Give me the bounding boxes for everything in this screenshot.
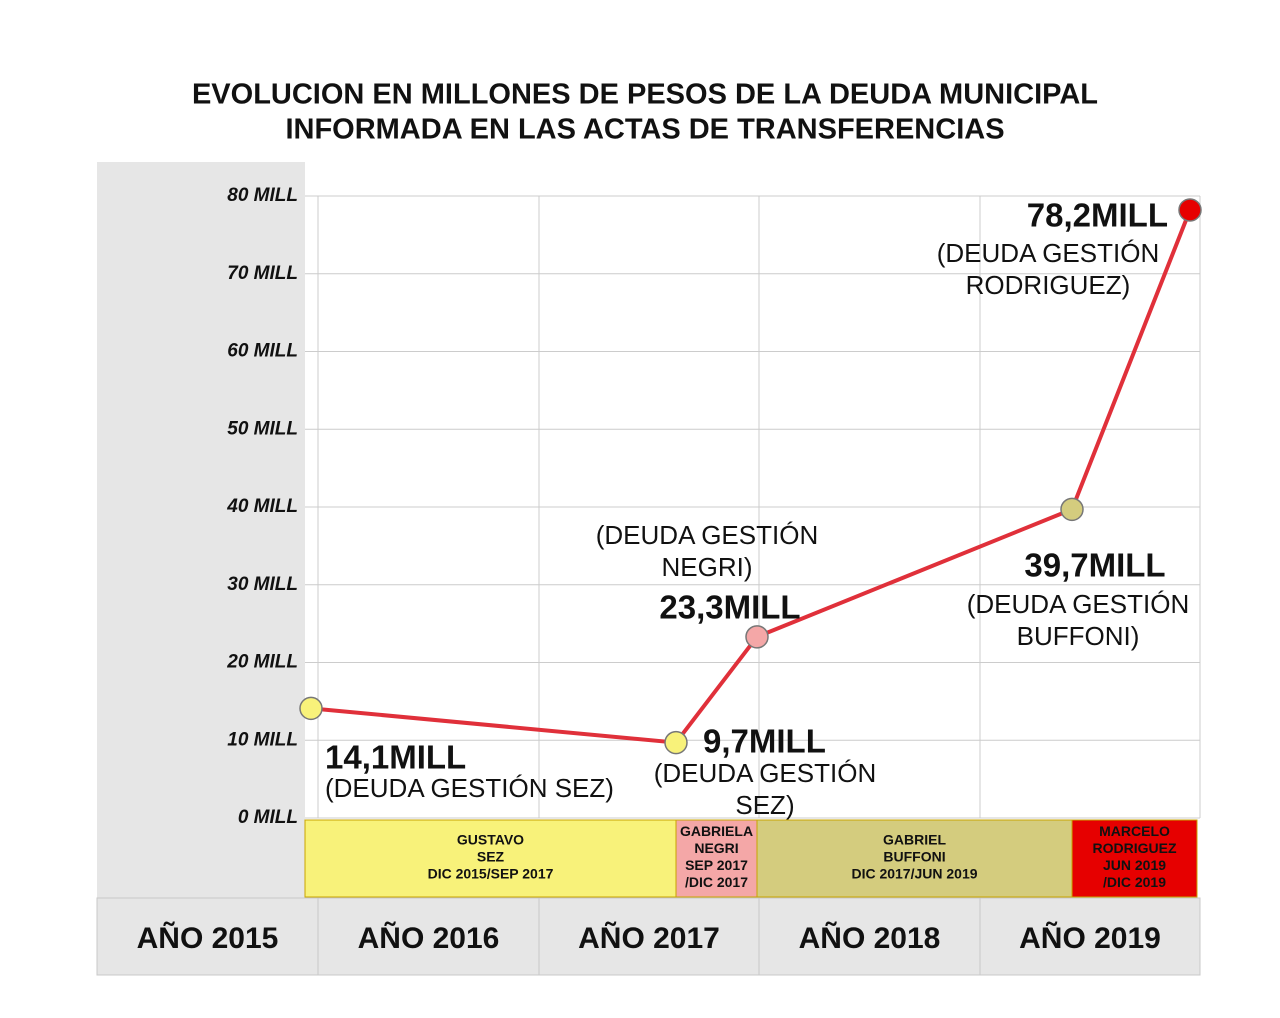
x-tick-label: AÑO 2017 xyxy=(578,921,720,955)
y-tick-label: 50 MILL xyxy=(227,418,298,439)
value-label: 39,7MILL xyxy=(1024,547,1165,584)
data-point xyxy=(1178,198,1202,222)
period-label: SEP 2017 xyxy=(685,857,748,873)
annotation: NEGRI) xyxy=(662,552,753,582)
period-label: GUSTAVO xyxy=(457,832,524,848)
value-label: 23,3MILL xyxy=(659,589,800,626)
annotation: (DEUDA GESTIÓN xyxy=(967,589,1189,619)
period-label: SEZ xyxy=(477,849,505,865)
x-tick-label: AÑO 2019 xyxy=(1019,921,1161,955)
x-tick-label: AÑO 2018 xyxy=(799,921,941,955)
period-label: NEGRI xyxy=(694,840,738,856)
annotation: (DEUDA GESTIÓN xyxy=(937,238,1159,268)
period-label: MARCELO xyxy=(1099,823,1170,839)
chart-title: INFORMADA EN LAS ACTAS DE TRANSFERENCIAS xyxy=(285,114,1004,146)
y-tick-label: 0 MILL xyxy=(238,807,298,828)
annotation: BUFFONI) xyxy=(1017,621,1140,651)
period-label: /DIC 2019 xyxy=(1103,874,1166,890)
data-point xyxy=(745,625,769,649)
x-tick-label: AÑO 2015 xyxy=(137,921,279,955)
annotation: RODRIGUEZ) xyxy=(966,270,1131,300)
period-label: BUFFONI xyxy=(883,849,945,865)
period-band xyxy=(756,819,1073,898)
annotation: (DEUDA GESTIÓN xyxy=(654,758,876,788)
period-band xyxy=(1071,819,1198,898)
period-label: RODRIGUEZ xyxy=(1093,840,1177,856)
period-label: JUN 2019 xyxy=(1103,857,1166,873)
value-label: 78,2MILL xyxy=(1027,197,1168,234)
period-label: DIC 2017/JUN 2019 xyxy=(851,866,977,882)
data-point xyxy=(299,696,323,721)
y-tick-label: 80 MILL xyxy=(227,185,298,206)
y-tick-label: 20 MILL xyxy=(226,652,298,673)
data-point xyxy=(1060,497,1084,522)
y-tick-label: 70 MILL xyxy=(227,263,298,284)
data-point xyxy=(664,730,688,755)
period-band xyxy=(675,819,758,898)
axis-panel xyxy=(97,162,305,898)
y-tick-label: 10 MILL xyxy=(227,729,298,750)
year-cell xyxy=(758,897,981,976)
period-label: /DIC 2017 xyxy=(685,874,748,890)
year-cell xyxy=(317,897,540,976)
chart-title: EVOLUCION EN MILLONES DE PESOS DE LA DEU… xyxy=(192,79,1098,111)
y-tick-label: 40 MILL xyxy=(226,496,298,517)
y-tick-label: 30 MILL xyxy=(227,574,298,595)
year-cell xyxy=(979,897,1201,976)
period-label: GABRIELA xyxy=(680,823,753,839)
annotation: (DEUDA GESTIÓN xyxy=(596,520,818,550)
annotation: SEZ) xyxy=(735,790,794,820)
period-label: DIC 2015/SEP 2017 xyxy=(428,866,554,882)
year-cell xyxy=(538,897,760,976)
annotation: (DEUDA GESTIÓN SEZ) xyxy=(325,773,614,803)
period-band xyxy=(304,819,677,898)
y-tick-label: 60 MILL xyxy=(227,341,298,362)
period-label: GABRIEL xyxy=(883,832,946,848)
value-label: 9,7MILL xyxy=(703,723,826,760)
x-tick-label: AÑO 2016 xyxy=(358,921,500,955)
value-label: 14,1MILL xyxy=(325,739,466,776)
